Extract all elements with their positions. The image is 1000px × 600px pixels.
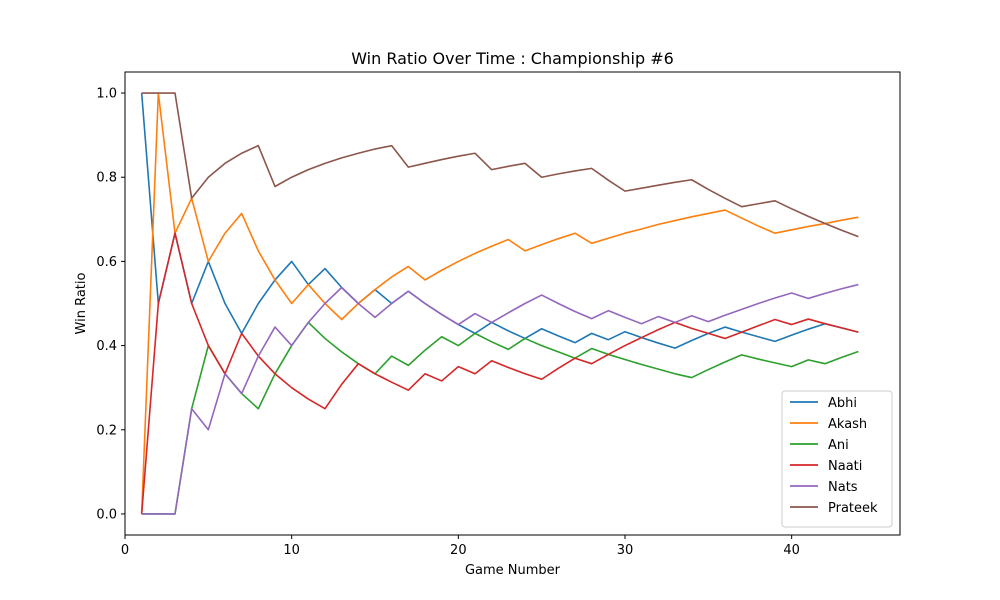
legend-label: Naati bbox=[828, 459, 862, 474]
y-axis-ticks: 0.0 0.2 0.4 0.6 0.8 1.0 bbox=[96, 87, 125, 522]
y-tick-label: 0.4 bbox=[96, 339, 117, 354]
x-tick-label: 0 bbox=[121, 543, 129, 558]
series-line-prateek bbox=[141, 92, 859, 238]
series-line-nats bbox=[141, 283, 859, 515]
chart-title: Win Ratio Over Time : Championship #6 bbox=[351, 49, 674, 68]
x-tick-label: 10 bbox=[283, 543, 300, 558]
y-axis-label: Win Ratio bbox=[74, 272, 89, 334]
legend-label: Abhi bbox=[828, 396, 857, 411]
y-tick-label: 0.8 bbox=[96, 171, 117, 186]
series-line-akash bbox=[140, 92, 859, 514]
y-tick-label: 0.0 bbox=[96, 507, 117, 522]
x-tick-label: 20 bbox=[450, 543, 467, 558]
legend-label: Ani bbox=[828, 438, 849, 453]
series-line-naati bbox=[140, 232, 859, 515]
legend: Abhi Akash Ani Naati Nats Prateek bbox=[781, 390, 893, 528]
y-tick-label: 1.0 bbox=[96, 87, 117, 102]
legend-label: Prateek bbox=[828, 501, 878, 516]
x-tick-label: 30 bbox=[617, 543, 634, 558]
plot-area bbox=[124, 71, 901, 536]
x-tick-label: 40 bbox=[783, 543, 800, 558]
x-axis-ticks: 0 10 20 30 40 bbox=[121, 535, 800, 558]
legend-box bbox=[781, 390, 893, 528]
legend-label: Nats bbox=[828, 480, 858, 495]
y-tick-label: 0.6 bbox=[96, 255, 117, 270]
series-lines bbox=[140, 92, 859, 515]
series-line-abhi bbox=[140, 92, 859, 349]
series-line-ani bbox=[141, 321, 859, 515]
legend-label: Akash bbox=[828, 417, 867, 432]
x-axis-label: Game Number bbox=[465, 563, 561, 578]
y-tick-label: 0.2 bbox=[96, 423, 117, 438]
